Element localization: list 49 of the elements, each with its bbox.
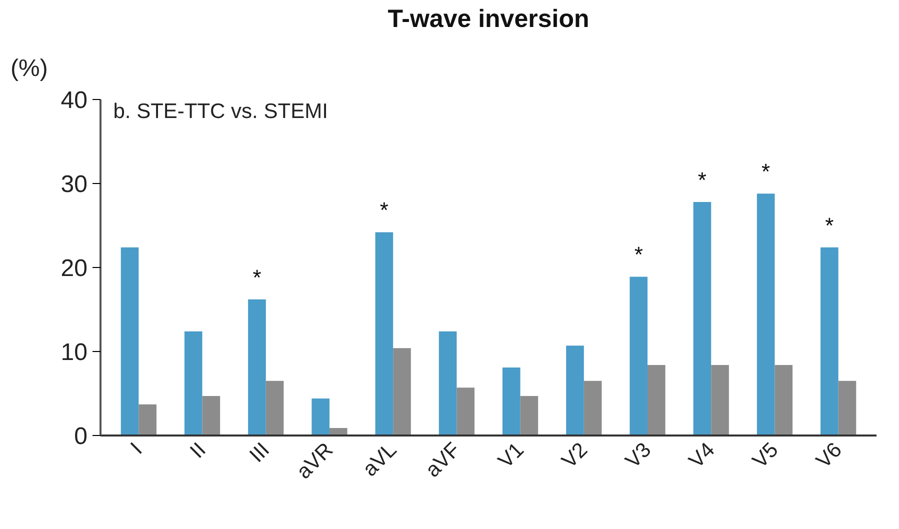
y-tick-label: 20 xyxy=(60,255,88,282)
bar xyxy=(138,404,156,436)
x-tick-label: II xyxy=(186,438,210,463)
bar xyxy=(312,398,330,436)
bar xyxy=(248,299,266,436)
bar xyxy=(184,331,202,436)
y-axis-title: (%) xyxy=(10,55,48,82)
x-tick-label: V5 xyxy=(748,438,783,473)
bar xyxy=(648,364,666,436)
x-tick-label: V4 xyxy=(684,438,720,473)
bar xyxy=(756,194,775,436)
x-tick-label: V6 xyxy=(812,438,846,473)
annotation: * xyxy=(380,198,389,223)
x-tick-label: aVF xyxy=(421,438,465,482)
bar xyxy=(711,364,729,436)
y-tick-label: 10 xyxy=(60,339,88,366)
x-tick-label: aVR xyxy=(292,438,338,484)
bar xyxy=(630,276,648,436)
x-tick-label: V3 xyxy=(621,438,656,473)
bar xyxy=(266,380,284,436)
x-tick-label: V2 xyxy=(558,438,592,473)
x-tick-label: aVL xyxy=(358,438,402,482)
bar xyxy=(820,247,838,436)
bar xyxy=(202,396,220,436)
annotation: * xyxy=(762,159,771,184)
annotation: * xyxy=(252,264,262,290)
bar xyxy=(502,367,520,436)
x-tick-label: III xyxy=(245,438,274,468)
bar xyxy=(120,247,139,436)
x-tick-label: V1 xyxy=(494,438,528,473)
bar xyxy=(375,232,394,436)
y-tick-label: 40 xyxy=(60,87,88,114)
bar xyxy=(838,380,856,436)
chart-title: T-wave inversion xyxy=(388,5,590,33)
bar xyxy=(693,202,712,436)
bar xyxy=(584,380,602,436)
bar xyxy=(438,331,457,436)
chart-subtitle: b. STE-TTC vs. STEMI xyxy=(113,100,328,123)
bar xyxy=(520,396,538,436)
annotation: * xyxy=(698,167,707,192)
bar xyxy=(774,364,793,436)
bar xyxy=(566,346,584,436)
y-tick-label: 0 xyxy=(74,423,88,450)
bar xyxy=(393,348,411,436)
y-tick-label: 30 xyxy=(60,171,88,198)
bar xyxy=(456,388,475,436)
annotation: * xyxy=(634,242,644,268)
x-tick-label: I xyxy=(126,438,147,459)
annotation: * xyxy=(825,212,834,238)
